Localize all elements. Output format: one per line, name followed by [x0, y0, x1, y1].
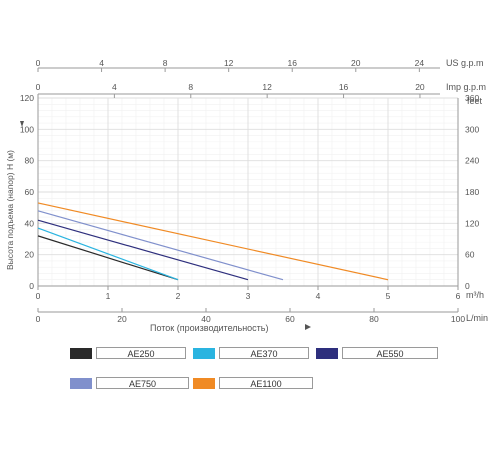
feet-label: feet	[467, 96, 483, 106]
series-line-ae750	[37, 210, 284, 281]
imp-gpm-tick-label: 8	[188, 82, 193, 92]
x-m3h-tick-label: 4	[316, 291, 321, 301]
lmin-label: L/min	[466, 313, 488, 323]
series-line-ae370	[37, 227, 179, 281]
x-m3h-tick-label: 2	[176, 291, 181, 301]
imp-gpm-tick-label: 12	[262, 82, 272, 92]
us-gpm-tick-label: 20	[351, 58, 361, 68]
y-left-tick-label: 40	[25, 218, 35, 228]
y-right-tick-label: 120	[465, 218, 479, 228]
x-lmin-tick-label: 20	[117, 314, 127, 324]
x-lmin-tick-label: 0	[36, 314, 41, 324]
x-m3h-tick-label: 6	[456, 291, 461, 301]
series-line-ae1100	[37, 202, 389, 281]
us-gpm-label: US g.p.m	[446, 58, 484, 68]
imp-gpm-label: Imp g.p.m	[446, 82, 486, 92]
y-right-tick-label: 0	[465, 281, 470, 291]
y-right-tick-label: 300	[465, 124, 479, 134]
y-right-tick-label: 240	[465, 156, 479, 166]
x-lmin-tick-label: 100	[451, 314, 465, 324]
y-left-tick-label: 0	[29, 281, 34, 291]
x-m3h-tick-label: 5	[386, 291, 391, 301]
y-right-tick-label: 180	[465, 187, 479, 197]
m3h-label: m³/h	[466, 290, 484, 300]
us-gpm-tick-label: 0	[36, 58, 41, 68]
grid-layer	[37, 97, 459, 287]
imp-gpm-tick-label: 4	[112, 82, 117, 92]
y-axis-arrow-icon	[20, 121, 24, 127]
y-left-tick-label: 100	[20, 124, 34, 134]
y-left-tick-label: 20	[25, 250, 35, 260]
us-gpm-tick-label: 8	[163, 58, 168, 68]
series-layer	[37, 202, 389, 281]
us-gpm-tick-label: 16	[287, 58, 297, 68]
x-axis-arrow-icon	[305, 324, 311, 330]
y-right-tick-label: 360	[465, 93, 479, 103]
x-lmin-tick-label: 80	[369, 314, 379, 324]
y-axis-title: Высота подъема (напор) H (м)	[5, 150, 15, 270]
x-m3h-tick-label: 1	[106, 291, 111, 301]
series-line-ae250	[37, 235, 179, 281]
y-left-tick-label: 80	[25, 156, 35, 166]
y-right-tick-label: 60	[465, 250, 475, 260]
series-line-ae550	[37, 219, 249, 281]
axes-layer	[20, 67, 459, 330]
y-left-tick-label: 60	[25, 187, 35, 197]
x-m3h-tick-label: 3	[246, 291, 251, 301]
x-lmin-tick-label: 60	[285, 314, 295, 324]
imp-gpm-tick-label: 0	[36, 82, 41, 92]
x-m3h-tick-label: 0	[36, 291, 41, 301]
x-axis-title: Поток (производительность)	[150, 323, 269, 333]
x-lmin-tick-label: 40	[201, 314, 211, 324]
us-gpm-tick-label: 12	[224, 58, 234, 68]
imp-gpm-tick-label: 16	[339, 82, 349, 92]
us-gpm-tick-label: 24	[415, 58, 425, 68]
us-gpm-tick-label: 4	[99, 58, 104, 68]
imp-gpm-tick-label: 20	[415, 82, 425, 92]
y-left-tick-label: 120	[20, 93, 34, 103]
